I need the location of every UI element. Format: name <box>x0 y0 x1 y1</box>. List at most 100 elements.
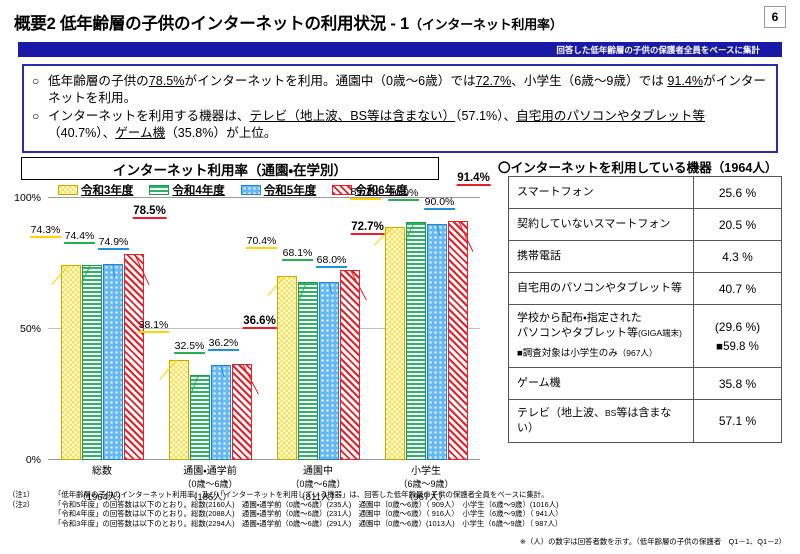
bar[interactable] <box>102 263 123 460</box>
device-value-text: 40.7 % <box>718 281 757 296</box>
footnotes: （注1） 「低年齢層の子供のインターネット利用率」及び「インターネットを利用してい… <box>8 490 796 528</box>
device-value-cell: 20.5 % <box>693 208 782 241</box>
bar[interactable] <box>210 365 231 460</box>
bar-value-text: 74.4% <box>63 230 96 245</box>
device-value-cell: 35.8 % <box>693 367 782 400</box>
page-title: 概要2 低年齢層の子供のインターネットの利用状況 - 1（インターネット利用率） <box>14 10 563 34</box>
device-label-text: 自宅用のパソコンやタブレット等 <box>517 282 682 294</box>
footnote-1-text: 「低年齢層の子供のインターネット利用率」及び「インターネットを利用している機器」… <box>54 490 549 499</box>
bar-value-text: 38.1% <box>137 319 170 334</box>
bar[interactable] <box>231 364 252 460</box>
table-row: 携帯電話 4.3 % <box>508 240 782 273</box>
bar-value-label: 74.4% <box>63 230 96 245</box>
x-axis-category-age: （0歳～6歳） <box>182 479 238 489</box>
bar-value-text: 36.6% <box>242 315 277 330</box>
footnote-1-tag: （注1） <box>8 490 35 499</box>
bar[interactable] <box>426 224 447 460</box>
bar-value-text: 90.0% <box>423 196 456 211</box>
bar[interactable] <box>447 220 468 460</box>
bar-group-bars <box>372 198 480 460</box>
x-axis-category-age: （0歳～6歳） <box>290 479 346 489</box>
device-label-text: スマートフォン <box>517 186 594 198</box>
summary-plain: 、小学生（6歳～9歳）では <box>511 74 668 88</box>
device-label-cell: 自宅用のパソコンやタブレット等 <box>508 272 694 305</box>
summary-highlight: 91.4% <box>667 74 704 88</box>
bar[interactable] <box>318 281 339 460</box>
bar-value-label: 90.9% <box>387 187 420 202</box>
bar-value-label: 68.0% <box>315 254 348 269</box>
device-value-text: 57.1 % <box>718 414 757 428</box>
device-value-cell: 57.1 % <box>693 399 782 443</box>
device-value-text: 20.5 % <box>718 217 757 232</box>
bar-value-label: 36.2% <box>207 338 240 352</box>
bar-value-label: 38.1% <box>137 319 170 334</box>
bar[interactable] <box>168 360 189 460</box>
bar-value-label: 78.5% <box>132 206 167 220</box>
chart-legend: 令和3年度 令和4年度 令和5年度 令和6年度 <box>58 182 478 198</box>
x-axis-category-name: 通園・通学前 <box>183 466 237 477</box>
device-value-text: 4.3 % <box>722 249 753 264</box>
legend-swatch-icon <box>58 185 78 195</box>
bar[interactable] <box>384 226 405 460</box>
chart-title: インターネット利用率（通園・在学別） <box>21 157 439 180</box>
final-note: ※（人）の数字は回答者数を示す。（低年齢層の子供の保護者 Q1－1、Q1－2） <box>520 536 786 547</box>
bullet-icon: ○ <box>32 109 40 123</box>
page-title-sub: （インターネット利用率） <box>409 17 563 32</box>
summary-plain: （35.8%）が上位。 <box>165 126 277 140</box>
summary-plain: がインターネットを利用。 <box>48 74 766 105</box>
device-value-text: 35.8 % <box>718 376 757 391</box>
summary-item-text: インターネットを利用する機器は、テレビ（地上波、BS等は含まない）（57.1%）… <box>48 108 768 142</box>
page-title-main: 概要2 低年齢層の子供のインターネットの利用状況 - 1 <box>14 15 410 33</box>
device-value-cell: 4.3 % <box>693 240 782 273</box>
bar-value-label: 70.4% <box>245 234 278 250</box>
bar[interactable] <box>339 269 360 460</box>
device-label-cell: 携帯電話 <box>508 240 694 273</box>
legend-entry[interactable]: 令和4年度 <box>149 182 225 198</box>
bar[interactable] <box>60 265 81 460</box>
summary-plain: （40.7%）、 <box>48 126 116 140</box>
bar-value-label: 32.5% <box>173 340 206 355</box>
summary-box: ○ 低年齢層の子供の78.5%がインターネットを利用。通園中（0歳～6歳）では72… <box>22 64 778 153</box>
footnote-2-line: 「令和5年度」の回答数は以下のとおり。総数(2160人) 通園・通学前（0歳～6… <box>54 499 559 509</box>
summary-highlight: 78.5% <box>148 74 185 88</box>
device-label-cell: テレビ（地上波、BS等は含まない） <box>508 399 694 443</box>
bar[interactable] <box>81 265 102 460</box>
bar-value-label: 36.6% <box>242 315 277 330</box>
bar-value-label: 91.4% <box>456 172 491 187</box>
device-label-note-count: （967人） <box>617 348 658 358</box>
device-label-cell: 契約していないスマートフォン <box>508 208 694 241</box>
bar-group-bars <box>156 198 264 460</box>
bar[interactable] <box>276 275 297 460</box>
device-label-note-text: ■調査対象は小学生のみ <box>517 348 618 359</box>
legend-label: 令和5年度 <box>263 185 317 197</box>
device-label-cell: スマートフォン <box>508 176 694 209</box>
device-table-heading-text: 〇インターネットを利用している機器（1964人） <box>498 161 778 175</box>
summary-plain: 低年齢層の子供の <box>48 74 149 88</box>
legend-entry[interactable]: 令和3年度 <box>58 182 133 198</box>
bar-value-text: 70.4% <box>245 234 278 249</box>
legend-label: 令和4年度 <box>172 185 225 197</box>
summary-item: ○ インターネットを利用する機器は、テレビ（地上波、BS等は含まない）（57.1%… <box>32 108 768 142</box>
bar-group-bars <box>48 198 156 460</box>
table-row: テレビ（地上波、BS等は含まない） 57.1 % <box>508 399 782 443</box>
summary-plain: インターネットを利用する機器は、 <box>48 109 250 123</box>
bar-value-label: 72.7% <box>350 221 385 236</box>
bar[interactable] <box>123 254 144 460</box>
legend-entry[interactable]: 令和6年度 <box>332 182 408 198</box>
footnote-1: （注1） 「低年齢層の子供のインターネット利用率」及び「インターネットを利用してい… <box>8 490 796 500</box>
bar[interactable] <box>297 281 318 460</box>
bar-value-label: 90.0% <box>423 196 456 211</box>
device-label-note: ■調査対象は小学生のみ（967人） <box>517 346 685 361</box>
bar-value-label: 74.9% <box>97 236 130 251</box>
device-value-cell: 25.6 % <box>693 176 782 209</box>
bar[interactable] <box>189 374 210 460</box>
x-axis-category-name: 総数 <box>92 466 112 477</box>
footnote-2-line: 「令和4年度」の回答数は以下のとおり。総数(2088人) 通園・通学前（0歳～6… <box>54 509 563 519</box>
x-axis-category-name: 小学生 <box>411 466 441 477</box>
table-row: ゲーム機 35.8 % <box>508 367 782 400</box>
legend-entry[interactable]: 令和5年度 <box>240 182 317 198</box>
device-table-heading: 〇インターネットを利用している機器（1964人） <box>498 157 778 176</box>
summary-highlight: 72.7% <box>475 74 512 88</box>
bar[interactable] <box>405 221 426 460</box>
device-table-body: スマートフォン 25.6 % 契約していないスマートフォン 20.5 % 携帯電話 4.3… <box>508 176 782 443</box>
